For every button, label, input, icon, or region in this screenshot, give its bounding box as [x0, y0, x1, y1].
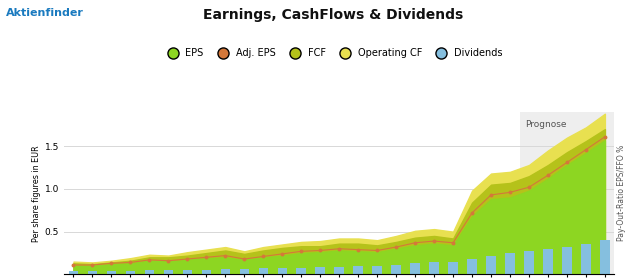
Bar — [581, 244, 591, 274]
Bar — [410, 263, 420, 274]
Bar — [221, 269, 230, 274]
Bar — [316, 267, 325, 274]
Bar — [296, 268, 306, 274]
Bar — [145, 270, 154, 274]
Bar — [239, 269, 249, 274]
Bar — [259, 269, 268, 274]
Bar — [372, 266, 382, 274]
Bar — [449, 262, 458, 274]
Y-axis label: Per share figures in EUR: Per share figures in EUR — [31, 145, 40, 242]
Bar — [88, 271, 97, 274]
Legend: EPS, Adj. EPS, FCF, Operating CF, Dividends: EPS, Adj. EPS, FCF, Operating CF, Divide… — [159, 44, 506, 62]
Bar — [182, 270, 192, 274]
Y-axis label: Pay-Out-Ratio EPS/FFO %: Pay-Out-Ratio EPS/FFO % — [617, 145, 626, 241]
Bar — [353, 266, 363, 274]
Bar — [335, 267, 344, 274]
Bar — [107, 271, 116, 274]
Bar — [524, 251, 534, 274]
Bar — [392, 265, 401, 274]
Bar — [164, 270, 173, 274]
Text: Prognose: Prognose — [525, 120, 566, 129]
Bar — [562, 247, 572, 274]
Text: Aktienfinder: Aktienfinder — [6, 8, 84, 18]
Bar — [202, 270, 211, 274]
Bar — [467, 259, 477, 274]
Bar — [68, 271, 78, 274]
Text: Earnings, CashFlows & Dividends: Earnings, CashFlows & Dividends — [203, 8, 463, 22]
Bar — [600, 240, 610, 274]
Bar — [125, 271, 135, 274]
Bar — [543, 249, 553, 274]
Bar — [505, 253, 515, 274]
Bar — [486, 256, 496, 274]
Bar — [278, 269, 287, 274]
Bar — [520, 112, 614, 274]
Bar — [429, 262, 439, 274]
